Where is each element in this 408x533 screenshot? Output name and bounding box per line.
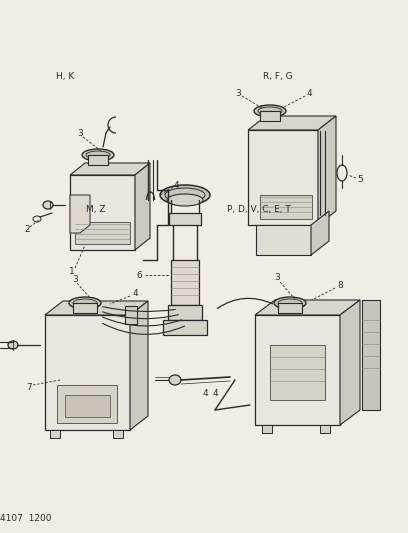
Polygon shape — [73, 303, 97, 313]
Polygon shape — [255, 315, 340, 425]
Bar — [169, 213, 201, 225]
Bar — [168, 305, 202, 320]
Text: 4: 4 — [306, 90, 312, 99]
Bar — [260, 195, 312, 219]
Polygon shape — [135, 163, 150, 250]
Polygon shape — [130, 301, 148, 430]
Text: 5: 5 — [357, 174, 363, 183]
Ellipse shape — [82, 149, 114, 161]
Polygon shape — [256, 225, 311, 255]
Ellipse shape — [167, 194, 203, 206]
Polygon shape — [45, 301, 148, 315]
Text: P, D, V, C, E, T: P, D, V, C, E, T — [227, 205, 291, 214]
Polygon shape — [318, 116, 336, 225]
Polygon shape — [262, 425, 272, 433]
Ellipse shape — [43, 201, 53, 209]
Bar — [75, 222, 130, 244]
Polygon shape — [340, 300, 360, 425]
Text: 3: 3 — [274, 273, 280, 282]
Text: 2: 2 — [24, 224, 30, 233]
Bar — [270, 345, 325, 400]
Polygon shape — [260, 111, 280, 121]
Text: R, F, G: R, F, G — [263, 72, 292, 80]
Text: 1: 1 — [69, 268, 75, 277]
Ellipse shape — [274, 297, 306, 309]
Polygon shape — [248, 130, 318, 225]
Polygon shape — [362, 300, 380, 410]
Text: H, K: H, K — [56, 72, 74, 80]
Polygon shape — [88, 155, 108, 165]
Polygon shape — [70, 195, 90, 233]
Polygon shape — [320, 425, 330, 433]
Text: M, Z: M, Z — [86, 205, 106, 214]
Text: 3: 3 — [72, 274, 78, 284]
Text: 3: 3 — [77, 130, 83, 139]
Bar — [163, 320, 207, 335]
Polygon shape — [278, 303, 302, 313]
Polygon shape — [50, 430, 60, 438]
Ellipse shape — [69, 297, 101, 309]
Ellipse shape — [8, 341, 18, 349]
Ellipse shape — [169, 375, 181, 385]
Polygon shape — [248, 116, 336, 130]
Polygon shape — [113, 430, 123, 438]
Bar — [125, 306, 137, 324]
Text: 4: 4 — [202, 390, 208, 399]
Polygon shape — [70, 163, 150, 175]
Text: 4: 4 — [212, 390, 218, 399]
Text: 3: 3 — [235, 90, 241, 99]
Text: 8: 8 — [337, 281, 343, 290]
Text: 4107  1200: 4107 1200 — [0, 514, 51, 522]
Text: 4: 4 — [132, 289, 138, 298]
Bar — [65, 395, 110, 417]
Bar — [171, 260, 199, 305]
Bar — [57, 385, 117, 423]
Text: 6: 6 — [136, 271, 142, 279]
Ellipse shape — [160, 185, 210, 205]
Polygon shape — [70, 175, 135, 250]
Polygon shape — [311, 211, 329, 255]
Ellipse shape — [254, 105, 286, 117]
Polygon shape — [255, 300, 360, 315]
Polygon shape — [45, 315, 130, 430]
Text: 4: 4 — [173, 182, 179, 190]
Text: 7: 7 — [26, 383, 32, 392]
